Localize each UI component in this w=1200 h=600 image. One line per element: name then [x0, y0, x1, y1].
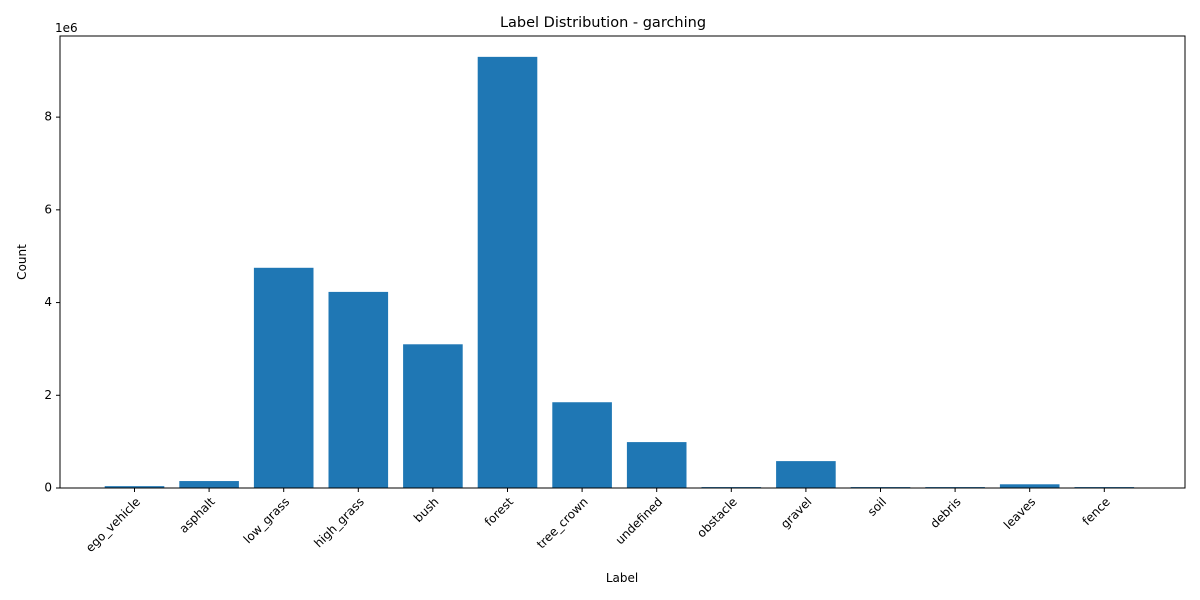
- y-tick-label: 6: [44, 202, 52, 216]
- bar-bush: [403, 344, 463, 488]
- bar-low_grass: [253, 267, 314, 488]
- x-tick-label: leaves: [1001, 495, 1038, 532]
- bar-leaves: [999, 484, 1060, 488]
- y-tick-label: 8: [44, 110, 52, 124]
- bar-forest: [477, 56, 538, 489]
- y-tick-label: 0: [44, 481, 52, 495]
- x-tick-label: ego_vehicle: [83, 495, 143, 555]
- y-tick-label: 2: [44, 388, 52, 402]
- x-axis-label: Label: [606, 571, 638, 585]
- bar-undefined: [626, 442, 687, 488]
- x-tick-label: obstacle: [694, 495, 740, 541]
- bar-tree_crown: [552, 402, 612, 488]
- bar-asphalt: [179, 481, 239, 488]
- x-tick-label: debris: [928, 495, 964, 531]
- bar-ego_vehicle: [104, 486, 165, 488]
- x-tick-label: forest: [482, 494, 517, 529]
- y-tick-label: 4: [44, 295, 52, 309]
- bar-high_grass: [328, 291, 389, 488]
- x-tick-label: high_grass: [311, 495, 367, 551]
- bars-group: [104, 56, 1135, 489]
- x-tick-label: low_grass: [241, 495, 293, 547]
- x-tick-label: bush: [411, 495, 441, 525]
- x-tick-label: asphalt: [177, 494, 218, 535]
- y-axis-ticks: 0 2 4 6 8: [44, 110, 60, 495]
- plot-area-frame: [59, 35, 1186, 489]
- x-axis-ticks: ego_vehicle asphalt low_grass high_grass bus…: [83, 488, 1113, 555]
- x-tick-label: undefined: [613, 495, 666, 548]
- x-tick-label: tree_crown: [534, 495, 591, 552]
- y-axis-label: Count: [15, 244, 29, 280]
- x-tick-label: fence: [1080, 495, 1113, 528]
- y-axis-offset-label: 1e6: [55, 21, 78, 35]
- x-tick-label: gravel: [778, 495, 815, 532]
- bar-gravel: [776, 461, 836, 488]
- x-tick-label: soil: [865, 495, 889, 519]
- chart-title: Label Distribution - garching: [500, 15, 706, 31]
